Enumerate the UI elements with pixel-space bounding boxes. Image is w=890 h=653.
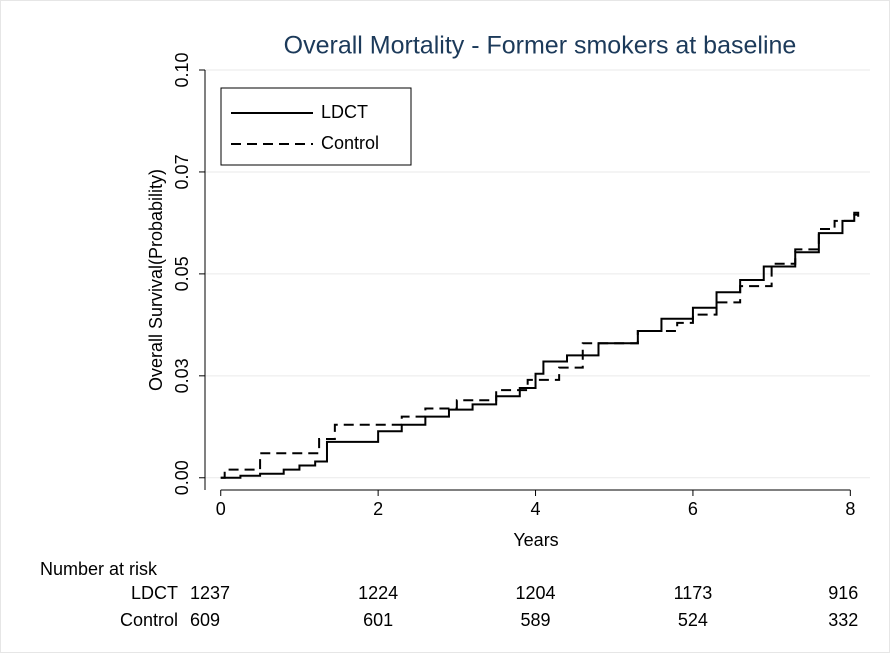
x-tick-label: 8 [845, 499, 855, 519]
x-tick-label: 0 [216, 499, 226, 519]
legend-label: LDCT [321, 102, 368, 122]
risk-row-name: Control [120, 610, 178, 630]
chart-title: Overall Mortality - Former smokers at ba… [284, 32, 797, 60]
risk-count: 1204 [516, 583, 556, 603]
risk-count: 332 [828, 610, 858, 630]
x-tick-label: 4 [531, 499, 541, 519]
risk-count: 601 [363, 610, 393, 630]
x-tick-label: 2 [373, 499, 383, 519]
risk-count: 1224 [358, 583, 398, 603]
survival-line [220, 211, 860, 479]
risk-count: 609 [190, 610, 220, 630]
risk-count: 1237 [190, 583, 230, 603]
y-tick-label: 0.03 [172, 358, 192, 393]
legend-box [220, 87, 412, 166]
risk-count: 589 [521, 610, 551, 630]
x-tick-label: 6 [688, 499, 698, 519]
x-axis-label: Years [513, 530, 558, 550]
risk-count: 916 [828, 583, 858, 603]
legend-label: Control [321, 133, 379, 153]
survival-line [220, 213, 859, 479]
risk-table-title: Number at risk [40, 559, 158, 579]
risk-row-name: LDCT [131, 583, 178, 603]
y-tick-label: 0.05 [172, 256, 192, 291]
risk-count: 524 [678, 610, 708, 630]
risk-count: 1173 [674, 583, 713, 603]
y-tick-label: 0.00 [172, 460, 192, 495]
y-axis-label: Overall Survival(Probability) [146, 169, 166, 391]
y-tick-label: 0.10 [172, 52, 192, 87]
y-tick-label: 0.07 [172, 154, 192, 189]
